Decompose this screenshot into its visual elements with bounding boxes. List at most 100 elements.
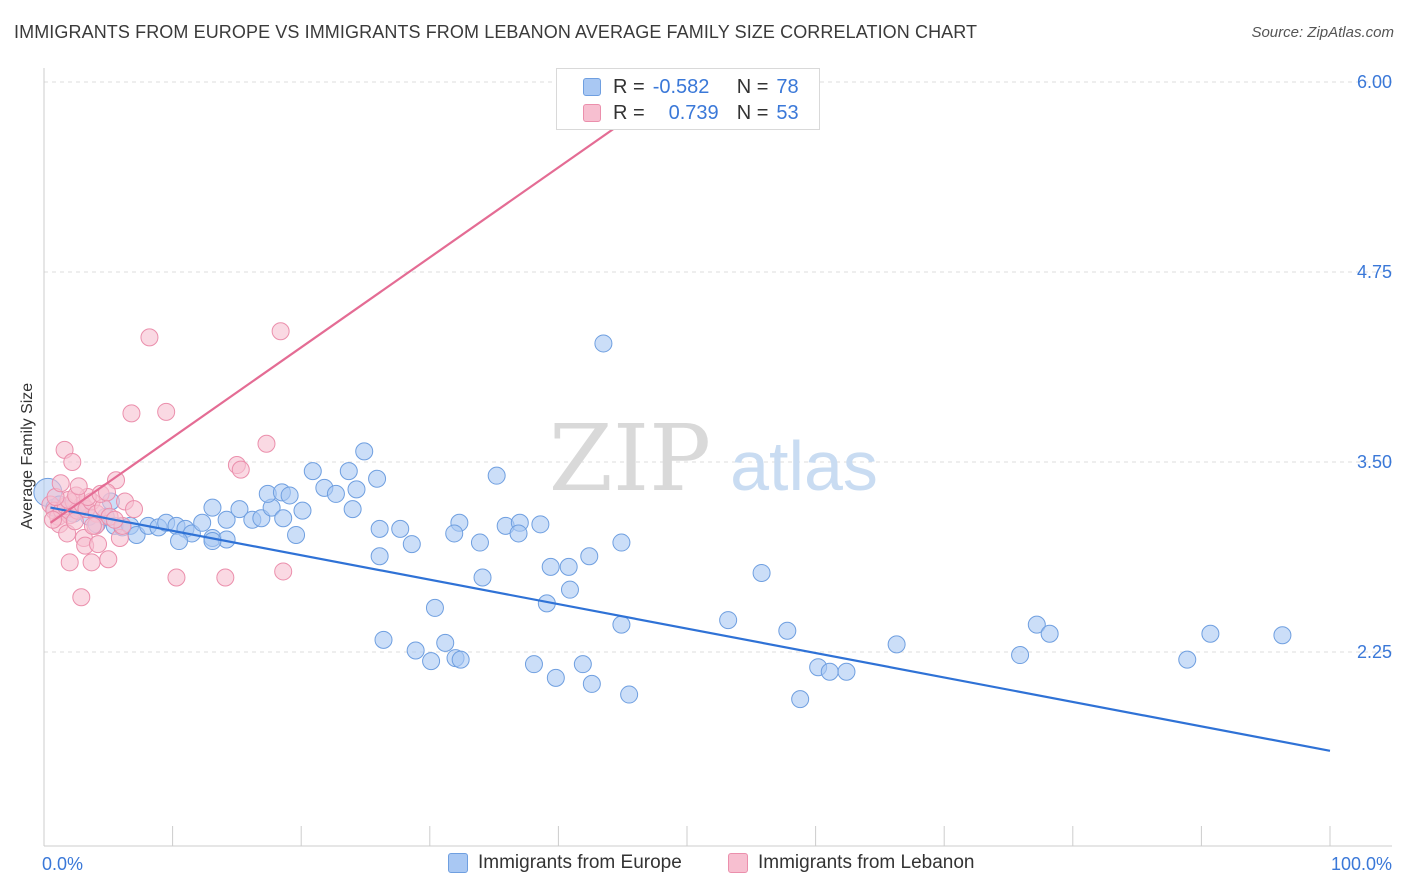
europe-point bbox=[573, 655, 592, 674]
europe-point bbox=[170, 532, 189, 551]
lebanon-point bbox=[65, 512, 84, 531]
europe-point bbox=[203, 532, 222, 551]
legend-item-lebanon[interactable]: Immigrants from Lebanon bbox=[728, 852, 975, 874]
lebanon-point bbox=[83, 516, 102, 535]
y-tick-label: 2.25 bbox=[1357, 642, 1392, 662]
legend-item-europe[interactable]: Immigrants from Europe bbox=[448, 852, 682, 874]
lebanon-point bbox=[89, 535, 108, 554]
chart-title: IMMIGRANTS FROM EUROPE VS IMMIGRANTS FRO… bbox=[14, 22, 978, 42]
grid-lines bbox=[44, 81, 1392, 653]
trend-lines bbox=[49, 81, 1331, 752]
europe-point bbox=[560, 580, 579, 599]
europe-point bbox=[791, 690, 810, 709]
europe-r-value: -0.582 bbox=[652, 75, 710, 98]
lebanon-point bbox=[69, 477, 88, 496]
europe-point bbox=[1178, 650, 1197, 669]
europe-point bbox=[339, 462, 358, 481]
europe-point bbox=[778, 621, 797, 640]
europe-point bbox=[280, 486, 299, 505]
europe-point bbox=[303, 462, 322, 481]
stats-row-lebanon: R = 0.739 N = 53 bbox=[583, 100, 799, 126]
lebanon-point bbox=[82, 553, 101, 572]
europe-point bbox=[509, 524, 528, 543]
europe-point bbox=[546, 668, 565, 687]
lebanon-swatch bbox=[583, 104, 601, 122]
europe-point bbox=[368, 469, 387, 488]
source-label: Source: ZipAtlas.com bbox=[1251, 24, 1394, 41]
lebanon-point bbox=[99, 550, 118, 569]
europe-points bbox=[33, 334, 1292, 709]
lebanon-point bbox=[216, 568, 235, 587]
watermark-atlas: atlas bbox=[730, 427, 878, 505]
europe-n-value: 78 bbox=[776, 75, 799, 98]
lebanon-point bbox=[63, 453, 82, 471]
europe-point bbox=[370, 547, 389, 566]
tick-labels: 2.25 3.50 4.75 6.00 0.0% 100.0% bbox=[42, 72, 1392, 874]
europe-point bbox=[524, 655, 543, 674]
europe-point bbox=[837, 662, 856, 681]
watermark-zip: ZIP bbox=[549, 405, 711, 512]
europe-point bbox=[274, 509, 293, 528]
europe-point bbox=[541, 557, 560, 576]
europe-point bbox=[347, 480, 366, 499]
europe-point bbox=[582, 674, 601, 693]
lebanon-point bbox=[140, 328, 159, 347]
legend-label-europe: Immigrants from Europe bbox=[478, 852, 682, 873]
europe-point bbox=[287, 525, 306, 544]
europe-point bbox=[370, 519, 389, 538]
europe-point bbox=[1201, 624, 1220, 643]
europe-swatch bbox=[583, 78, 601, 96]
europe-point bbox=[620, 685, 639, 704]
legend-swatch-lebanon bbox=[728, 853, 748, 873]
lebanon-point bbox=[125, 500, 144, 519]
europe-point bbox=[451, 650, 470, 669]
y-tick-label: 6.00 bbox=[1357, 72, 1392, 92]
europe-point bbox=[594, 334, 613, 353]
europe-point bbox=[487, 466, 506, 485]
lebanon-point bbox=[60, 553, 79, 572]
lebanon-point bbox=[122, 404, 141, 423]
stats-legend: R = -0.582 N = 78 R = 0.739 N = 53 bbox=[556, 68, 820, 130]
lebanon-trend-line bbox=[49, 81, 682, 524]
n-label: N = bbox=[736, 75, 769, 98]
x-tick-label-min: 0.0% bbox=[42, 854, 83, 874]
europe-point bbox=[531, 515, 550, 534]
europe-point bbox=[293, 501, 312, 520]
lebanon-point bbox=[51, 474, 70, 493]
lebanon-point bbox=[271, 322, 290, 341]
legend-label-lebanon: Immigrants from Lebanon bbox=[758, 852, 975, 873]
europe-point bbox=[580, 547, 599, 566]
europe-point bbox=[612, 615, 631, 634]
legend-swatch-europe bbox=[448, 853, 468, 873]
europe-point bbox=[343, 500, 362, 519]
europe-point bbox=[402, 535, 421, 554]
europe-point bbox=[326, 484, 345, 503]
y-tick-label: 4.75 bbox=[1357, 262, 1392, 282]
lebanon-point bbox=[231, 460, 250, 479]
europe-point bbox=[1011, 646, 1030, 665]
lebanon-n-value: 53 bbox=[776, 101, 799, 124]
europe-point bbox=[612, 533, 631, 552]
europe-point bbox=[193, 513, 212, 532]
y-tick-label: 3.50 bbox=[1357, 452, 1392, 472]
lebanon-point bbox=[167, 568, 186, 587]
europe-point bbox=[422, 652, 441, 671]
europe-point bbox=[406, 641, 425, 660]
lebanon-r-value: 0.739 bbox=[668, 101, 719, 124]
europe-point bbox=[559, 557, 578, 576]
stats-row-europe: R = -0.582 N = 78 bbox=[583, 74, 799, 100]
europe-point bbox=[1273, 626, 1292, 645]
europe-point bbox=[391, 519, 410, 538]
europe-point bbox=[445, 524, 464, 543]
europe-point bbox=[719, 611, 738, 630]
europe-point bbox=[752, 563, 771, 582]
europe-point bbox=[425, 598, 444, 617]
x-tick-label-max: 100.0% bbox=[1331, 854, 1392, 874]
r-label: R = bbox=[613, 101, 645, 124]
watermark: ZIP atlas bbox=[549, 405, 878, 512]
europe-point bbox=[887, 635, 906, 654]
europe-point bbox=[374, 630, 393, 649]
europe-point bbox=[470, 533, 489, 552]
lebanon-point bbox=[257, 434, 276, 453]
